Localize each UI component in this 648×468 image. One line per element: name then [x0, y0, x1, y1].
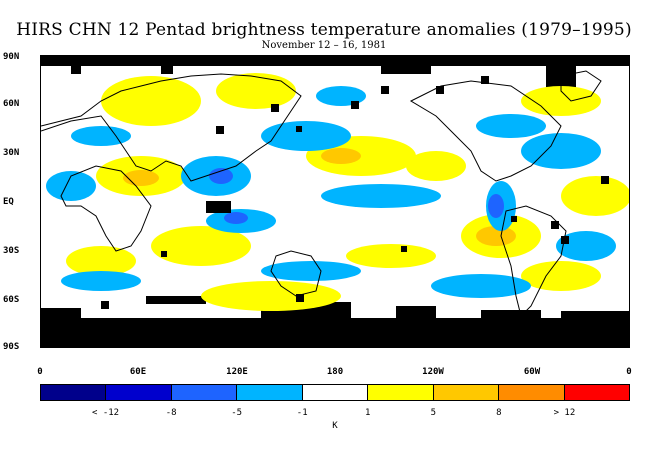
colorbar-label: 8	[496, 408, 502, 418]
colorbar-swatch	[564, 385, 629, 400]
colorbar-label: 1	[365, 408, 371, 418]
colorbar-swatch	[41, 385, 107, 400]
colorbar-swatch	[499, 385, 565, 400]
missing-data-cells	[101, 76, 609, 309]
coastlines	[41, 70, 602, 317]
lat-label-60s: 60S	[3, 295, 20, 305]
colorbar-label: -1	[296, 408, 308, 418]
colorbar	[40, 384, 630, 401]
anomaly-field-negative	[46, 86, 616, 298]
lon-label-180: 180	[326, 367, 344, 377]
colorbar-swatch	[171, 385, 238, 400]
lat-label-90n: 90N	[3, 52, 20, 62]
colorbar-unit: K	[332, 421, 338, 431]
colorbar-swatch	[368, 385, 434, 400]
missing-data-band-north	[41, 56, 629, 66]
lon-label-120w: 120W	[422, 367, 444, 377]
lat-label-eq: EQ	[3, 197, 14, 207]
colorbar-label: > 12	[553, 408, 576, 418]
missing-data-band-south	[41, 318, 629, 347]
colorbar-label: -8	[165, 408, 177, 418]
lat-label-60n: 60N	[3, 99, 20, 109]
lon-label-120e: 120E	[226, 367, 248, 377]
colorbar-label: 5	[430, 408, 437, 418]
colorbar-swatch	[302, 385, 369, 400]
colorbar-swatch	[237, 385, 303, 400]
anomaly-map	[40, 55, 630, 348]
anomaly-map-canvas	[41, 56, 629, 347]
colorbar-label: < -12	[92, 408, 120, 418]
lon-label-0-left: 0	[37, 367, 43, 377]
lat-label-30s: 30S	[3, 246, 20, 256]
map-title: HIRS CHN 12 Pentad brightness temperatur…	[16, 20, 632, 40]
colorbar-swatch	[106, 385, 172, 400]
map-date: November 12 – 16, 1981	[261, 40, 387, 51]
lon-label-60e: 60E	[129, 367, 147, 377]
colorbar-swatch	[433, 385, 500, 400]
lon-label-60w: 60W	[523, 367, 541, 377]
lat-label-30n: 30N	[3, 148, 20, 158]
colorbar-label: -5	[231, 408, 243, 418]
lat-label-90s: 90S	[3, 342, 20, 352]
lon-label-0-right: 0	[626, 367, 632, 377]
